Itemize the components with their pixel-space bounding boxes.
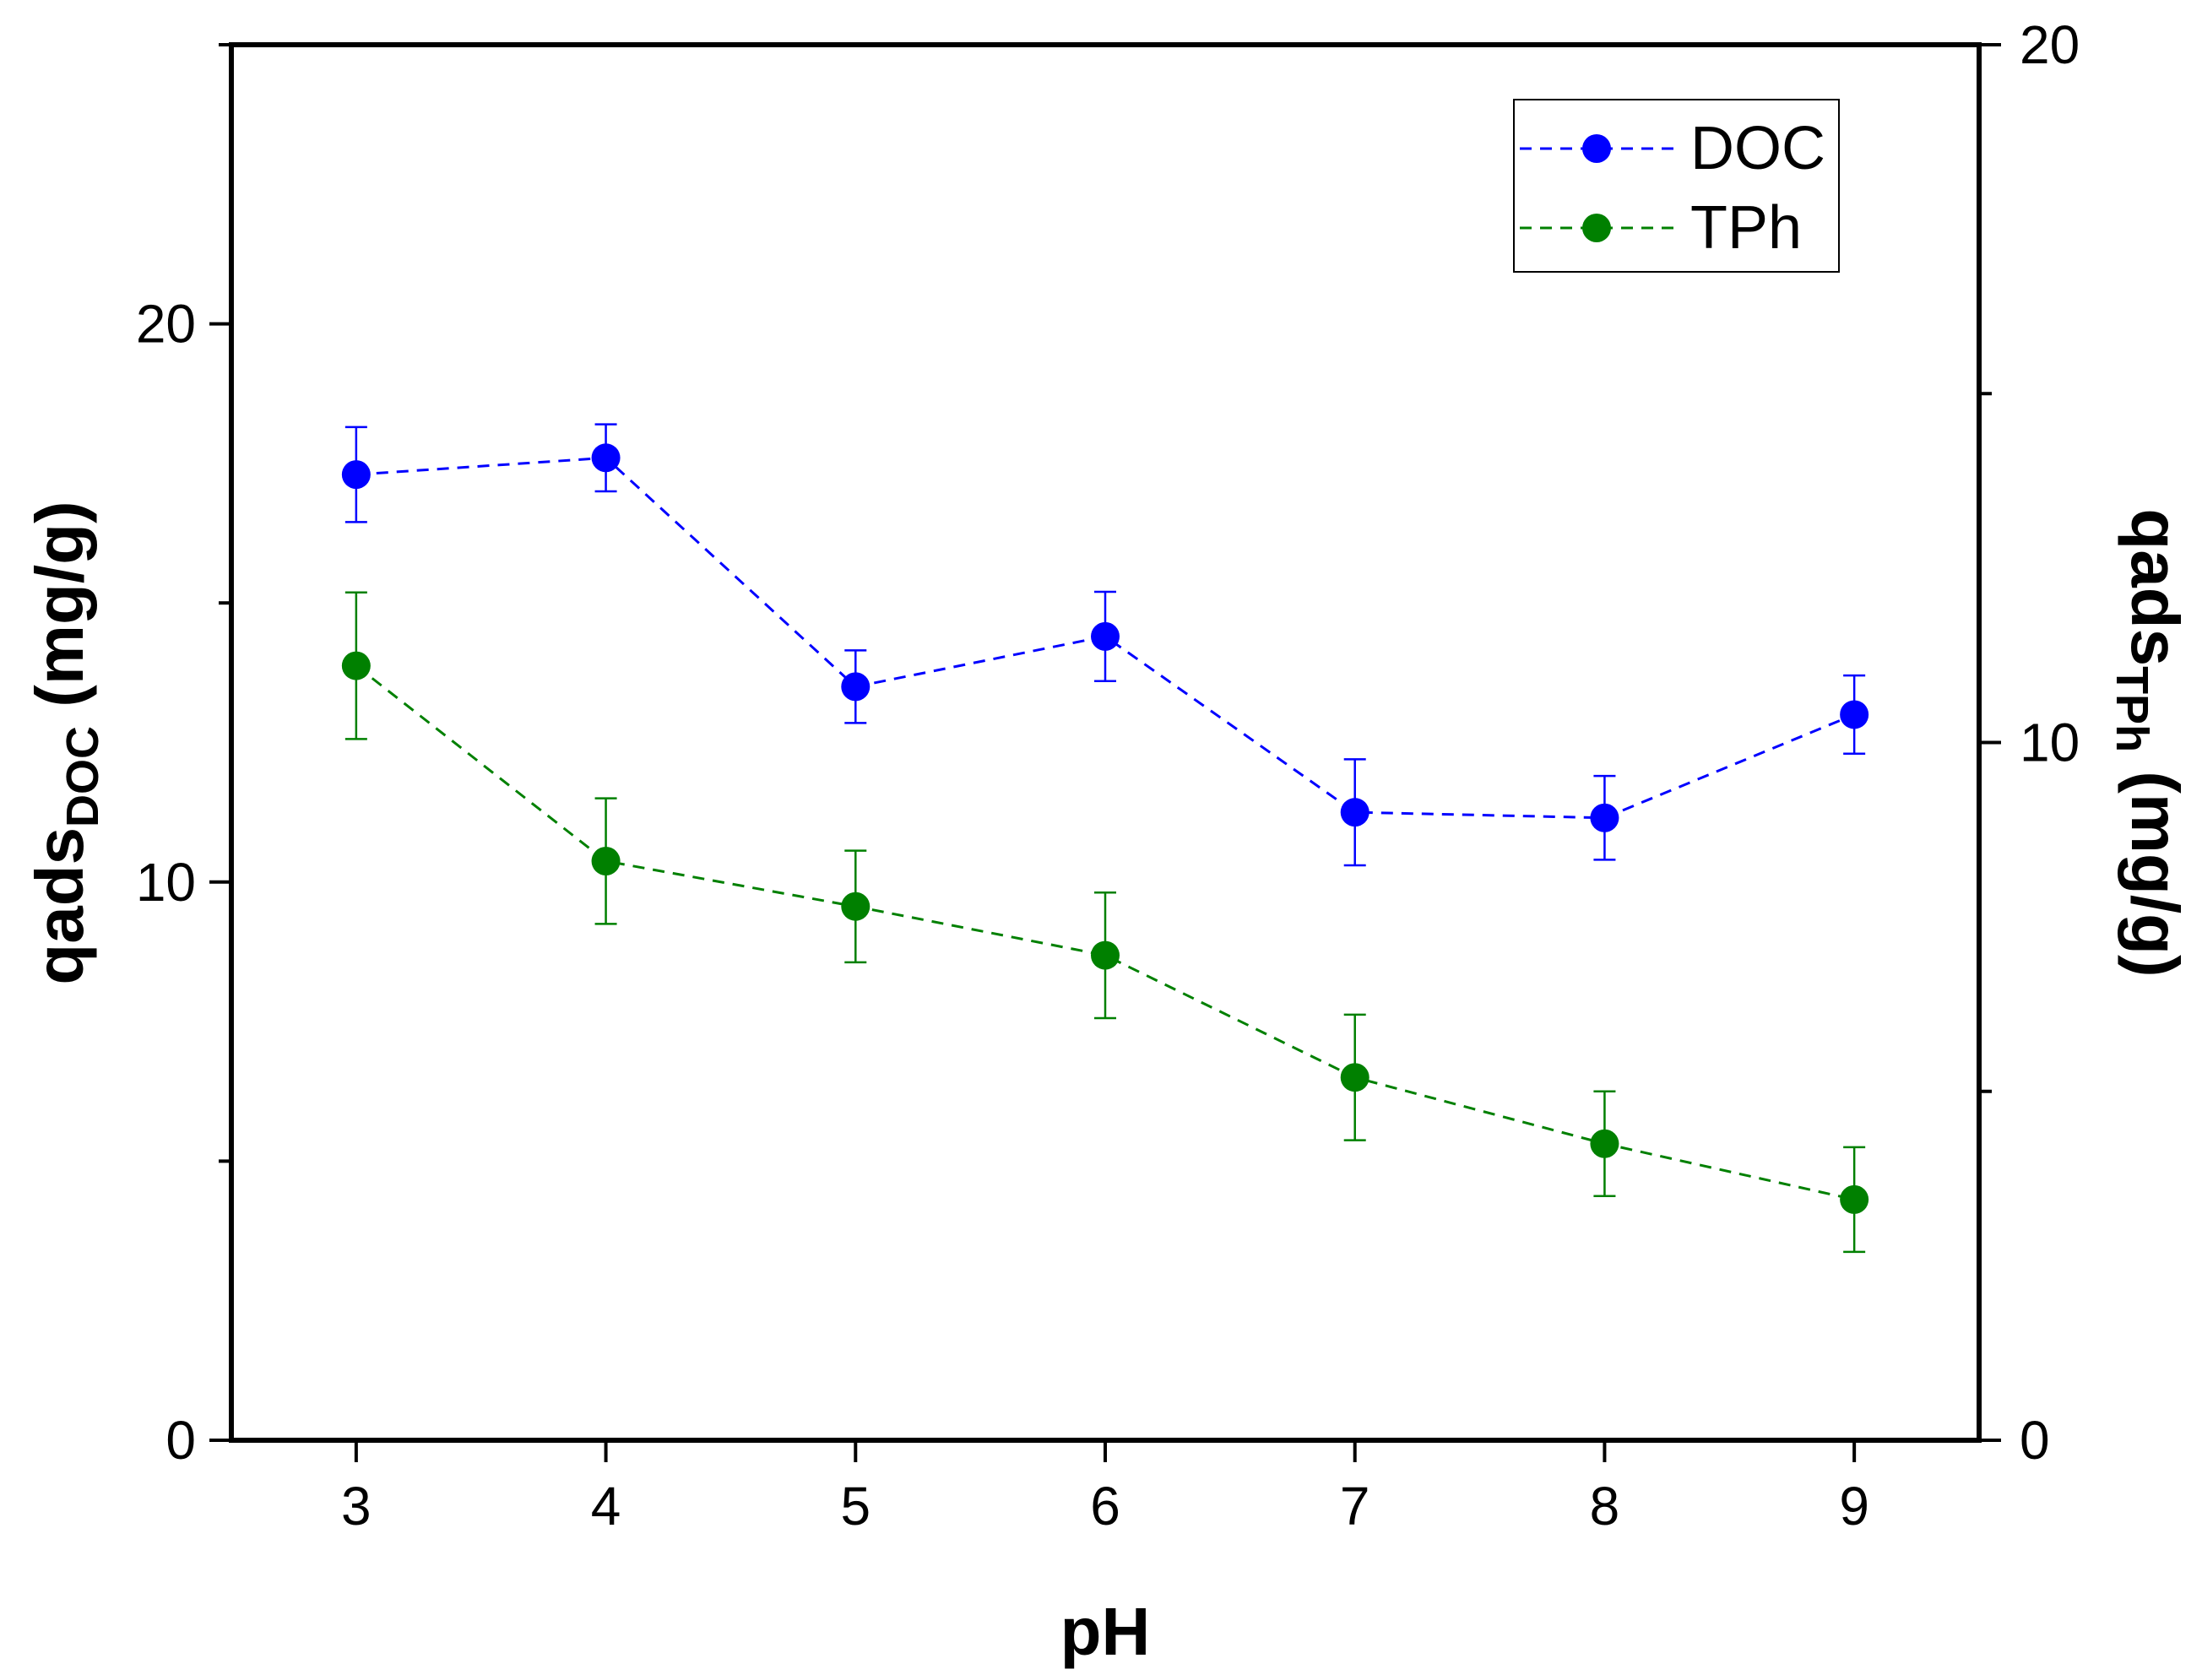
right-tick-label: 10: [2020, 713, 2080, 773]
x-tick-label: 7: [1340, 1476, 1370, 1536]
x-tick-label: 5: [840, 1476, 870, 1536]
legend-doc-marker: [1582, 134, 1611, 163]
x-tick-label: 8: [1590, 1476, 1620, 1536]
right-axis-title-unit: (mg/g): [2118, 752, 2193, 978]
doc-point: [341, 460, 371, 490]
tph-point: [1840, 1184, 1869, 1214]
doc-point: [1091, 621, 1120, 651]
tph-point: [591, 847, 621, 876]
left-tick-label: 10: [136, 852, 196, 913]
left-axis-title-main: qads: [22, 827, 97, 985]
doc-point: [591, 443, 621, 473]
doc-point: [841, 672, 870, 702]
series-doc: [341, 423, 1869, 867]
tph-point: [841, 891, 870, 921]
tph-point: [1091, 940, 1120, 970]
series-layer: [341, 423, 1869, 1254]
left-tick-label: 0: [165, 1410, 196, 1471]
legend-tph-marker: [1582, 214, 1611, 242]
x-tick-label: 3: [341, 1476, 372, 1536]
left-tick-label: 20: [136, 294, 196, 355]
left-axis-title-unit: (mg/g): [22, 501, 97, 726]
right-tick-label: 20: [2020, 14, 2080, 75]
x-axis-title: pH: [1060, 1594, 1151, 1669]
axis-ticks: [209, 43, 2001, 1462]
right-axis-title-main: qads: [2118, 508, 2193, 666]
tick-labels: 3 4 5 6 7 8 9 0 10 20 0 10 20: [136, 14, 2080, 1536]
doc-point: [1590, 803, 1619, 832]
legend-doc-label: DOC: [1690, 115, 1825, 182]
tph-point: [341, 651, 371, 680]
tph-point: [1340, 1063, 1369, 1092]
left-axis-title-sub: DOC: [57, 726, 108, 827]
right-tick-label: 0: [2020, 1410, 2050, 1471]
doc-point: [1340, 798, 1369, 827]
right-axis-title: qadsTPh (mg/g): [2107, 508, 2193, 977]
right-axis-title-sub: TPh: [2107, 666, 2157, 752]
tph-point: [1590, 1129, 1619, 1158]
x-tick-label: 4: [591, 1476, 621, 1536]
legend-box: [1513, 99, 1840, 273]
series-tph: [341, 591, 1869, 1254]
doc-point: [1840, 700, 1869, 729]
legend: DOC TPh: [1513, 99, 1840, 273]
x-tick-label: 9: [1839, 1476, 1869, 1536]
legend-tph-label: TPh: [1690, 194, 1802, 262]
left-axis-title: qadsDOC (mg/g): [22, 501, 108, 984]
x-tick-label: 6: [1090, 1476, 1120, 1536]
